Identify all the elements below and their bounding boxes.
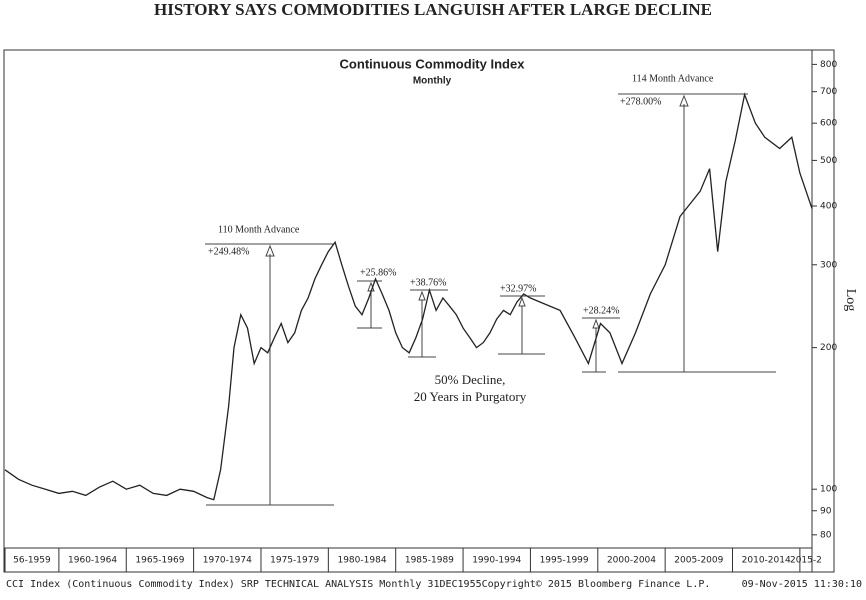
footer-text: Copyright© 2015 Bloomberg Finance L.P. bbox=[482, 579, 711, 590]
annotation: +32.97% bbox=[500, 283, 536, 294]
y-tick-label: 700 bbox=[820, 87, 837, 97]
x-tick-label: 1995-1999 bbox=[540, 556, 589, 566]
annotation: +28.24% bbox=[583, 305, 619, 316]
annotation: +38.76% bbox=[410, 277, 446, 288]
y-tick-label: 80 bbox=[820, 530, 832, 540]
x-tick-label: 1960-1964 bbox=[68, 556, 117, 566]
price-line bbox=[4, 92, 813, 501]
annotation: 50% Decline, bbox=[435, 372, 506, 387]
y-tick-label: 200 bbox=[820, 343, 837, 353]
x-tick-label: 2010-2014 bbox=[742, 556, 791, 566]
x-tick-label: 1975-1979 bbox=[270, 556, 319, 566]
y-tick-label: 800 bbox=[820, 60, 837, 70]
annotation: 110 Month Advance bbox=[218, 224, 300, 235]
x-tick-label: 1985-1989 bbox=[405, 556, 454, 566]
annotation-guides bbox=[205, 93, 776, 506]
annotation: +249.48% bbox=[208, 246, 249, 257]
page-title: HISTORY SAYS COMMODITIES LANGUISH AFTER … bbox=[154, 0, 712, 19]
arrowhead bbox=[679, 94, 689, 107]
annotation: 114 Month Advance bbox=[632, 73, 714, 84]
annotation: 20 Years in Purgatory bbox=[414, 389, 527, 404]
chart-subtitle: Monthly bbox=[413, 76, 452, 87]
arrowhead bbox=[418, 290, 426, 301]
y-tick-label: 400 bbox=[820, 201, 837, 211]
x-tick-label: 2015-2 bbox=[790, 556, 822, 566]
y-tick-label: 90 bbox=[820, 506, 832, 516]
y-tick-label: 100 bbox=[820, 485, 837, 495]
annotation: +278.00% bbox=[620, 96, 661, 107]
arrowhead bbox=[265, 244, 275, 257]
footer-text: 09-Nov-2015 11:30:10 bbox=[742, 579, 862, 590]
y-tick-label: 300 bbox=[820, 260, 837, 270]
y-tick-label: 600 bbox=[820, 119, 837, 129]
footer-text: CCI Index (Continuous Commodity Index) S… bbox=[6, 579, 482, 590]
x-tick-label: 1990-1994 bbox=[472, 556, 521, 566]
chart-frame bbox=[3, 49, 835, 573]
y-axis-label: Log bbox=[843, 289, 858, 312]
chart-title: Continuous Commodity Index bbox=[340, 56, 526, 71]
arrowhead bbox=[592, 318, 600, 329]
x-tick-label: 1980-1984 bbox=[337, 556, 386, 566]
annotation: +25.86% bbox=[360, 267, 396, 278]
arrowhead bbox=[518, 296, 526, 307]
x-tick-label: 2000-2004 bbox=[607, 556, 656, 566]
y-tick-label: 500 bbox=[820, 156, 837, 166]
x-tick-label: 56-1959 bbox=[13, 556, 51, 566]
x-tick-label: 1965-1969 bbox=[135, 556, 184, 566]
x-tick-label: 2005-2009 bbox=[674, 556, 723, 566]
x-tick-label: 1970-1974 bbox=[203, 556, 252, 566]
